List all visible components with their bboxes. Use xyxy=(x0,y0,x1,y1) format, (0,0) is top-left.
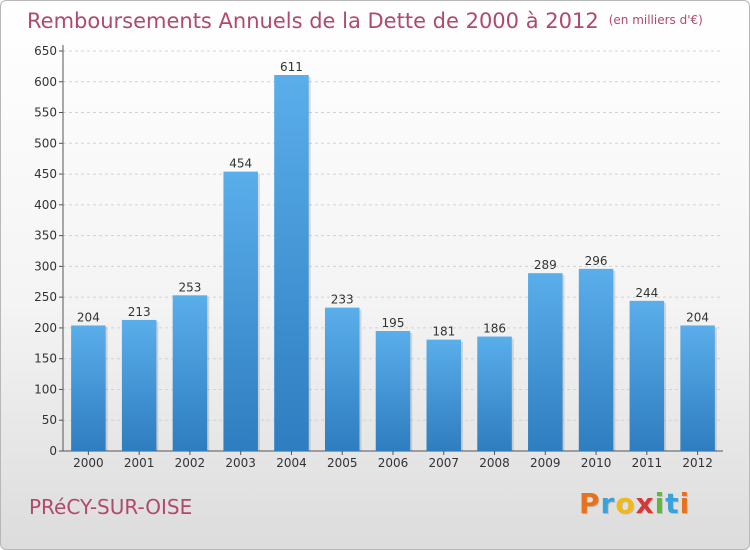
logo-letter: r xyxy=(600,487,616,520)
bar xyxy=(375,331,411,451)
logo-letter: o xyxy=(615,487,636,520)
logo-letter: i xyxy=(654,487,666,520)
bar xyxy=(223,171,258,451)
y-tick-label: 550 xyxy=(34,106,57,120)
bar-value-label: 253 xyxy=(178,280,201,294)
bar xyxy=(578,268,614,451)
bar xyxy=(477,336,512,451)
y-tick-label: 350 xyxy=(34,229,57,243)
x-tick-label: 2003 xyxy=(225,456,256,470)
y-tick-label: 450 xyxy=(34,167,57,181)
bar-value-label: 611 xyxy=(280,60,303,74)
bar-value-label: 244 xyxy=(635,286,658,300)
x-tick-label: 2012 xyxy=(682,456,713,470)
x-tick-label: 2000 xyxy=(73,456,104,470)
bar xyxy=(121,319,157,451)
x-tick-label: 2010 xyxy=(581,456,612,470)
logo-letter: i xyxy=(679,487,691,520)
bar-value-label: 233 xyxy=(331,293,354,307)
logo-letter: x xyxy=(635,487,655,520)
x-tick-label: 2005 xyxy=(327,456,358,470)
y-tick-label: 50 xyxy=(42,413,57,427)
chart-title-text: Remboursements Annuels de la Dette de 20… xyxy=(27,9,599,33)
x-tick-label: 2008 xyxy=(479,456,510,470)
x-tick-label: 2004 xyxy=(276,456,307,470)
labels: 0 50 100 150 200 250 300 350 400 450 500 550 600 650 2… xyxy=(34,44,713,470)
bar-value-label: 454 xyxy=(229,157,252,171)
bar-value-label: 204 xyxy=(686,310,709,324)
bar-value-label: 186 xyxy=(483,322,506,336)
bar xyxy=(324,307,360,451)
bar-value-label: 296 xyxy=(585,254,608,268)
bar xyxy=(172,295,208,451)
y-tick-label: 100 xyxy=(34,382,57,396)
city-name: PRéCY-SUR-OISE xyxy=(29,495,193,519)
x-tick-label: 2006 xyxy=(378,456,409,470)
chart-unit: (en milliers d'€) xyxy=(608,13,703,27)
bar xyxy=(528,273,563,451)
x-tick-label: 2007 xyxy=(428,456,459,470)
y-tick-label: 600 xyxy=(34,75,57,89)
x-tick-label: 2011 xyxy=(632,456,663,470)
bar-value-label: 289 xyxy=(534,258,557,272)
bar-value-label: 204 xyxy=(77,310,100,324)
bar-value-label: 213 xyxy=(128,305,151,319)
bar-value-label: 195 xyxy=(382,316,405,330)
x-tick-label: 2001 xyxy=(124,456,155,470)
y-tick-label: 400 xyxy=(34,198,57,212)
logo-letter: P xyxy=(579,487,601,520)
bar xyxy=(426,339,462,451)
y-tick-label: 250 xyxy=(34,290,57,304)
y-tick-label: 200 xyxy=(34,321,57,335)
bar-value-label: 181 xyxy=(432,325,455,339)
y-tick-label: 150 xyxy=(34,352,57,366)
bar xyxy=(629,300,665,451)
proxiti-logo[interactable]: Proxiti xyxy=(579,487,690,520)
y-tick-label: 0 xyxy=(49,444,57,458)
y-tick-label: 650 xyxy=(34,44,57,58)
x-tick-label: 2009 xyxy=(530,456,561,470)
chart-title: Remboursements Annuels de la Dette de 20… xyxy=(27,9,703,33)
logo-letter: t xyxy=(665,487,680,520)
y-tick-label: 300 xyxy=(34,259,57,273)
bar xyxy=(680,325,715,451)
bar xyxy=(71,325,106,451)
x-tick-label: 2002 xyxy=(175,456,206,470)
y-tick-label: 500 xyxy=(34,136,57,150)
bar xyxy=(274,75,309,451)
bars xyxy=(71,75,717,451)
